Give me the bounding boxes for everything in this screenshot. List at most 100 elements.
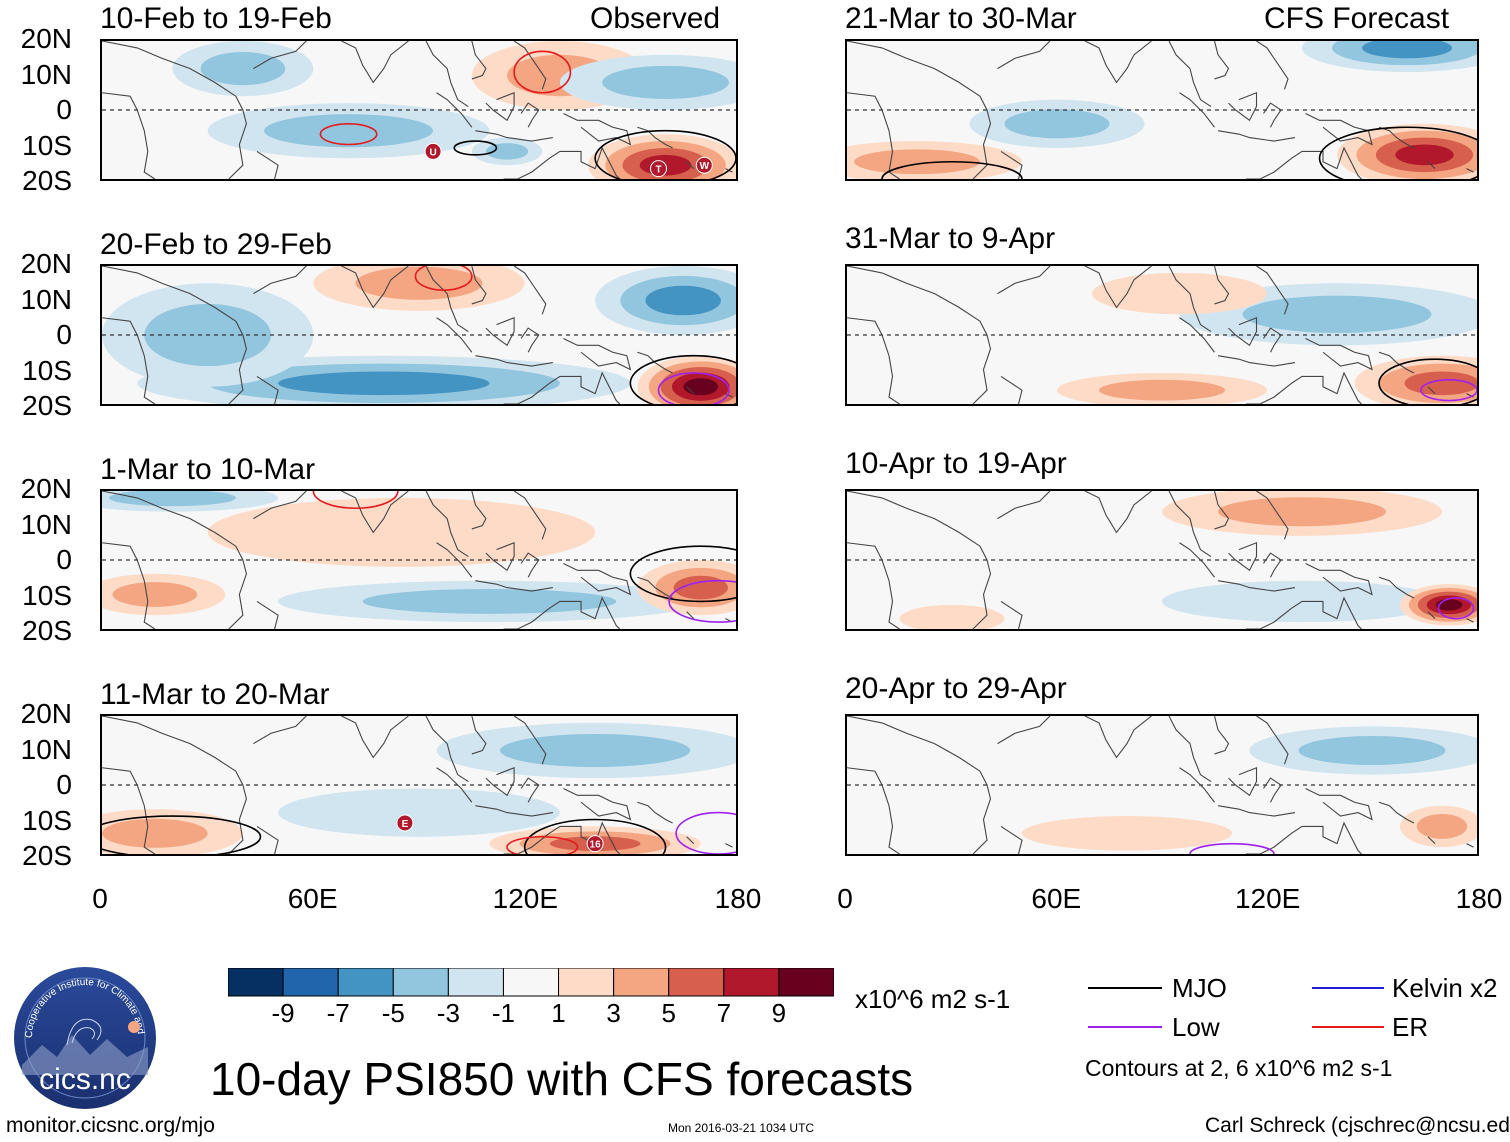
footer-author: Carl Schreck (cjschrec@ncsu.edu) bbox=[1205, 1114, 1510, 1137]
y-tick-label: 20S bbox=[22, 165, 72, 196]
map-panel-1 bbox=[845, 39, 1479, 181]
coastline-16 bbox=[1466, 618, 1474, 623]
coastline-8 bbox=[485, 541, 515, 572]
coastline-9 bbox=[1263, 102, 1282, 128]
coastline-10 bbox=[563, 562, 632, 596]
coastline-11 bbox=[513, 491, 547, 540]
x-tick-label: 0 bbox=[837, 883, 853, 914]
y-tick-label: 10N bbox=[20, 283, 72, 315]
anomaly-blob-1-level-1 bbox=[264, 114, 434, 148]
coastline-12 bbox=[1246, 146, 1362, 179]
anomaly-blob-3-level-1 bbox=[102, 818, 208, 848]
coastline-0 bbox=[102, 491, 247, 629]
coastline-7 bbox=[475, 805, 553, 817]
colorbar-swatch-0 bbox=[228, 968, 284, 997]
coastline-4 bbox=[1168, 266, 1212, 333]
anomaly-blob-0-level-1 bbox=[1218, 497, 1386, 527]
coastline-12 bbox=[503, 596, 621, 629]
contour-low-2 bbox=[657, 372, 730, 404]
coastline-1 bbox=[102, 767, 156, 854]
anomaly-blob-1-level-1 bbox=[1004, 109, 1110, 139]
colorbar-tick-label: -7 bbox=[326, 998, 350, 1028]
coastline-5 bbox=[1213, 41, 1230, 80]
y-tick-label: 0 bbox=[56, 319, 72, 350]
y-tick-label: 10N bbox=[20, 58, 72, 90]
coastline-0 bbox=[102, 266, 247, 404]
colorbar-swatch-8 bbox=[668, 968, 725, 997]
coastline-8 bbox=[485, 316, 515, 347]
x-tick-label: 180 bbox=[714, 883, 762, 914]
contour-er-2 bbox=[506, 835, 579, 854]
coastline-5 bbox=[1213, 266, 1230, 305]
coastline-8 bbox=[485, 91, 515, 122]
observed-label: Observed bbox=[590, 2, 721, 35]
x-tick-label: 60E bbox=[1031, 883, 1082, 914]
contour-mjo-0 bbox=[523, 818, 667, 854]
coastline-11 bbox=[513, 266, 547, 315]
coastline-0 bbox=[847, 266, 992, 404]
contour-mjo-1 bbox=[881, 160, 1023, 179]
coastline-6 bbox=[1179, 317, 1215, 353]
anomaly-blob-2-level-2 bbox=[278, 371, 490, 396]
coastline-3 bbox=[1084, 716, 1152, 759]
y-tick-label: 20N bbox=[20, 248, 72, 279]
panel-title-6: 11-Mar to 20-Mar bbox=[100, 678, 330, 711]
coastline-2 bbox=[997, 491, 1051, 520]
coastline-2 bbox=[997, 266, 1051, 295]
coastline-14 bbox=[1378, 351, 1415, 374]
y-tick-label: 20S bbox=[22, 840, 72, 871]
coastline-10 bbox=[1305, 787, 1373, 821]
coastline-4 bbox=[425, 266, 469, 333]
coastline-10 bbox=[563, 337, 632, 371]
coastline-6 bbox=[436, 542, 473, 578]
coastline-12 bbox=[1246, 596, 1362, 629]
coastline-12 bbox=[503, 371, 621, 404]
coastline-9 bbox=[520, 327, 540, 353]
y-tick-label: 20S bbox=[22, 615, 72, 646]
contour-mjo-0 bbox=[629, 545, 736, 603]
coastline-16 bbox=[725, 843, 733, 848]
anomaly-blob-0-level-0 bbox=[207, 497, 596, 567]
y-tick-label: 10N bbox=[20, 733, 72, 765]
storm-marker-label: 16 bbox=[590, 840, 602, 851]
coastline-5 bbox=[471, 41, 487, 80]
coastline-1 bbox=[102, 542, 156, 629]
anomaly-blob-3-level-1 bbox=[112, 582, 198, 607]
coastline-2 bbox=[253, 41, 307, 70]
coastline-5 bbox=[471, 491, 487, 530]
x-tick-label: 60E bbox=[287, 883, 338, 914]
coastline-0 bbox=[102, 716, 247, 854]
y-tick-label: 0 bbox=[56, 769, 72, 800]
storm-marker-2: W bbox=[695, 156, 713, 174]
storm-marker-label: E bbox=[402, 819, 409, 830]
legend-label-mjo: MJO bbox=[1172, 973, 1227, 1003]
coastline-12 bbox=[1246, 821, 1362, 854]
coastline-14 bbox=[637, 126, 673, 149]
legend-label-er: ER bbox=[1392, 1012, 1429, 1042]
contour-mjo-0 bbox=[1378, 358, 1477, 404]
contour-mjo-1 bbox=[629, 354, 736, 404]
map-panel-2 bbox=[100, 264, 738, 406]
coastline-11 bbox=[1256, 716, 1289, 765]
anomaly-blob-2-level-1 bbox=[1416, 813, 1468, 839]
contour-mjo-1 bbox=[102, 815, 262, 854]
y-tick-label: 0 bbox=[56, 544, 72, 575]
coastline-3 bbox=[341, 266, 409, 309]
anomaly-blob-3-level-1 bbox=[854, 149, 980, 175]
coastline-3 bbox=[1084, 491, 1152, 534]
panel-title-2: 20-Feb to 29-Feb bbox=[100, 228, 332, 261]
coastline-4 bbox=[1168, 716, 1212, 783]
anomaly-blob-0-level-1 bbox=[200, 52, 286, 86]
storm-marker-label: U bbox=[429, 147, 436, 158]
coastline-14 bbox=[1378, 126, 1415, 149]
coastline-15 bbox=[1427, 386, 1436, 395]
y-tick-label: 10S bbox=[22, 129, 72, 161]
contour-er-0 bbox=[513, 50, 572, 94]
coastline-13 bbox=[1000, 150, 1023, 179]
panel-title-0: 10-Feb to 19-Feb bbox=[100, 2, 332, 35]
coastline-9 bbox=[520, 777, 540, 803]
coastline-5 bbox=[471, 266, 487, 305]
colorbar-tick-label: 1 bbox=[551, 998, 566, 1028]
coastline-13 bbox=[1000, 825, 1023, 854]
panel-title-4: 1-Mar to 10-Mar bbox=[100, 453, 316, 486]
